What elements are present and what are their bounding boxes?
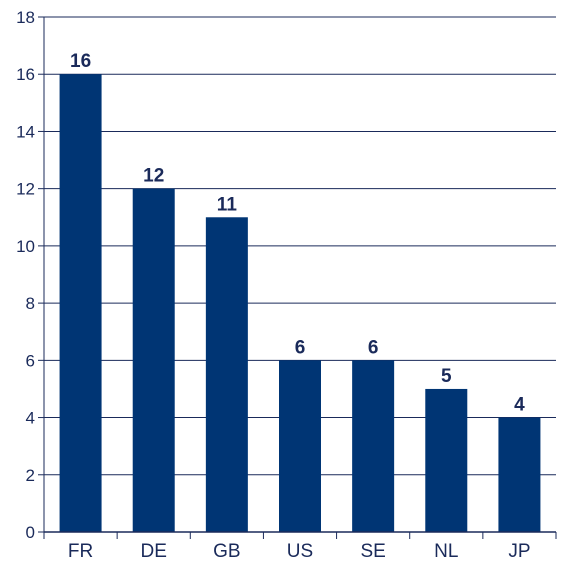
grid-lines [44, 16, 556, 476]
data-label: 5 [441, 366, 452, 387]
y-tick-label: 2 [26, 466, 35, 485]
y-tick-label: 16 [16, 65, 35, 84]
bar-jp [498, 417, 541, 532]
data-label: 4 [514, 395, 525, 416]
bar-fr [59, 74, 102, 532]
y-tick-label: 10 [16, 237, 35, 256]
x-tick-label: FR [68, 541, 93, 562]
data-label: 6 [295, 337, 306, 358]
y-tick-label: 8 [26, 294, 35, 313]
x-tick-label: GB [213, 541, 240, 562]
bar-gb [205, 217, 248, 532]
bar-se [352, 360, 395, 532]
bar-de [132, 188, 175, 532]
bar-us [279, 360, 321, 532]
data-label: 11 [217, 194, 238, 215]
x-tick-label: NL [434, 541, 458, 562]
y-tick-label: 4 [26, 409, 35, 428]
x-tick-label: SE [360, 541, 385, 562]
y-tick-label: 6 [26, 351, 35, 370]
y-tick-label: 0 [26, 523, 35, 542]
labels: 0 2 4 6 8 10 12 14 16 18 16 FR 12 DE 11 GB 6 US 6 SE 5 NL 4 JP [16, 8, 530, 562]
x-tick-label: US [287, 541, 313, 562]
data-label: 12 [143, 166, 164, 187]
data-label: 6 [368, 337, 379, 358]
axes [38, 16, 557, 539]
bars [59, 74, 541, 532]
y-tick-label: 14 [16, 122, 35, 141]
x-tick-label: JP [508, 541, 530, 562]
y-tick-label: 18 [16, 8, 35, 27]
data-label: 16 [70, 51, 91, 72]
y-tick-label: 12 [16, 180, 35, 199]
x-tick-label: DE [141, 541, 167, 562]
bar-nl [425, 388, 468, 532]
